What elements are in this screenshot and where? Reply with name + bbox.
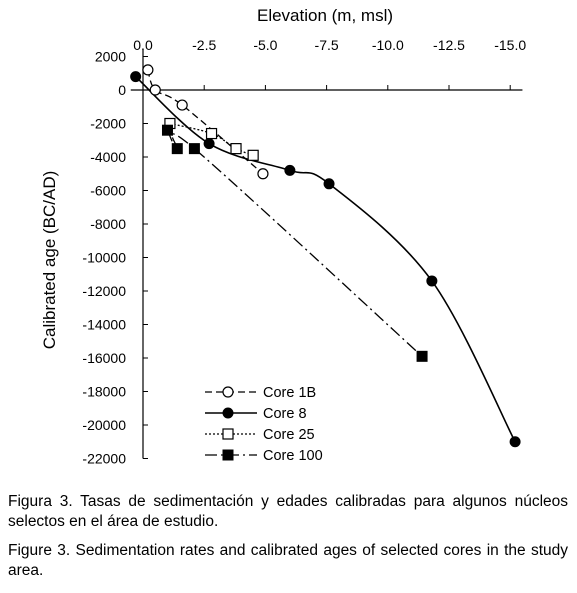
series-line-core-8 — [135, 76, 516, 443]
y-tick-label: -6000 — [90, 183, 126, 199]
data-point-core-8 — [203, 138, 215, 150]
data-point-core-100 — [188, 143, 200, 155]
data-point-core-25 — [230, 143, 242, 155]
data-point-core-8 — [426, 275, 438, 287]
y-axis-title: Calibrated age (BC/AD) — [40, 171, 59, 350]
y-tick-label: -20000 — [82, 417, 126, 433]
x-tick-label: 0.0 — [133, 37, 153, 53]
caption-spanish-label: Figura 3. — [8, 493, 73, 510]
legend-marker-core-1b — [222, 386, 234, 398]
legend-label-core-1b: Core 1B — [263, 385, 316, 401]
data-point-core-1b — [257, 168, 269, 180]
data-point-core-8 — [284, 164, 296, 176]
x-tick-label: -2.5 — [192, 37, 216, 53]
y-tick-label: 2000 — [95, 49, 126, 65]
series-line-core-100 — [166, 129, 423, 357]
data-point-core-25 — [247, 149, 259, 161]
data-point-core-8 — [130, 71, 142, 83]
legend-marker-core-25 — [222, 428, 234, 440]
data-point-core-1b — [142, 64, 154, 76]
data-point-core-100 — [161, 124, 173, 136]
y-tick-label: -4000 — [90, 149, 126, 165]
y-tick-label: -16000 — [82, 350, 126, 366]
y-tick-label: 0 — [118, 82, 126, 98]
caption-spanish: Figura 3. Tasas de sedimentación y edade… — [8, 492, 568, 532]
data-point-core-25 — [205, 127, 218, 140]
caption-english-text: Sedimentation rates and calibrated ages … — [8, 542, 568, 579]
x-tick-label: -12.5 — [433, 37, 465, 53]
caption-english: Figure 3. Sedimentation rates and calibr… — [8, 541, 568, 581]
y-tick-label: -2000 — [90, 116, 126, 132]
data-point-core-100 — [416, 350, 428, 362]
legend-label-core-100: Core 100 — [263, 448, 323, 464]
caption-spanish-text: Tasas de sedimentación y edades calibrad… — [8, 493, 568, 530]
y-tick-label: -8000 — [90, 216, 126, 232]
data-point-core-1b — [176, 99, 188, 111]
legend-marker-core-100 — [222, 449, 234, 461]
legend-label-core-25: Core 25 — [263, 427, 315, 443]
x-tick-label: -7.5 — [315, 37, 339, 53]
legend-label-core-8: Core 8 — [263, 406, 307, 422]
x-axis-title: Elevation (m, msl) — [257, 6, 393, 25]
y-tick-label: -12000 — [82, 283, 126, 299]
data-point-core-100 — [171, 143, 183, 155]
x-tick-label: -15.0 — [494, 37, 526, 53]
y-tick-label: -10000 — [82, 250, 126, 266]
data-point-core-8 — [323, 178, 335, 190]
series-line-core-1b — [147, 69, 264, 175]
caption-english-label: Figure 3. — [8, 542, 71, 559]
x-tick-label: -10.0 — [372, 37, 404, 53]
data-point-core-1b — [149, 84, 161, 96]
y-tick-label: -22000 — [82, 451, 126, 467]
y-tick-label: -18000 — [82, 384, 126, 400]
x-tick-label: -5.0 — [253, 37, 277, 53]
legend-marker-core-8 — [222, 407, 234, 419]
y-tick-label: -14000 — [82, 317, 126, 333]
chart: 0.0 -2.5 -5.0 -7.5 -10.0 -12.5 -15.0 Elevation … — [40, 6, 526, 467]
data-point-core-8 — [509, 436, 521, 448]
